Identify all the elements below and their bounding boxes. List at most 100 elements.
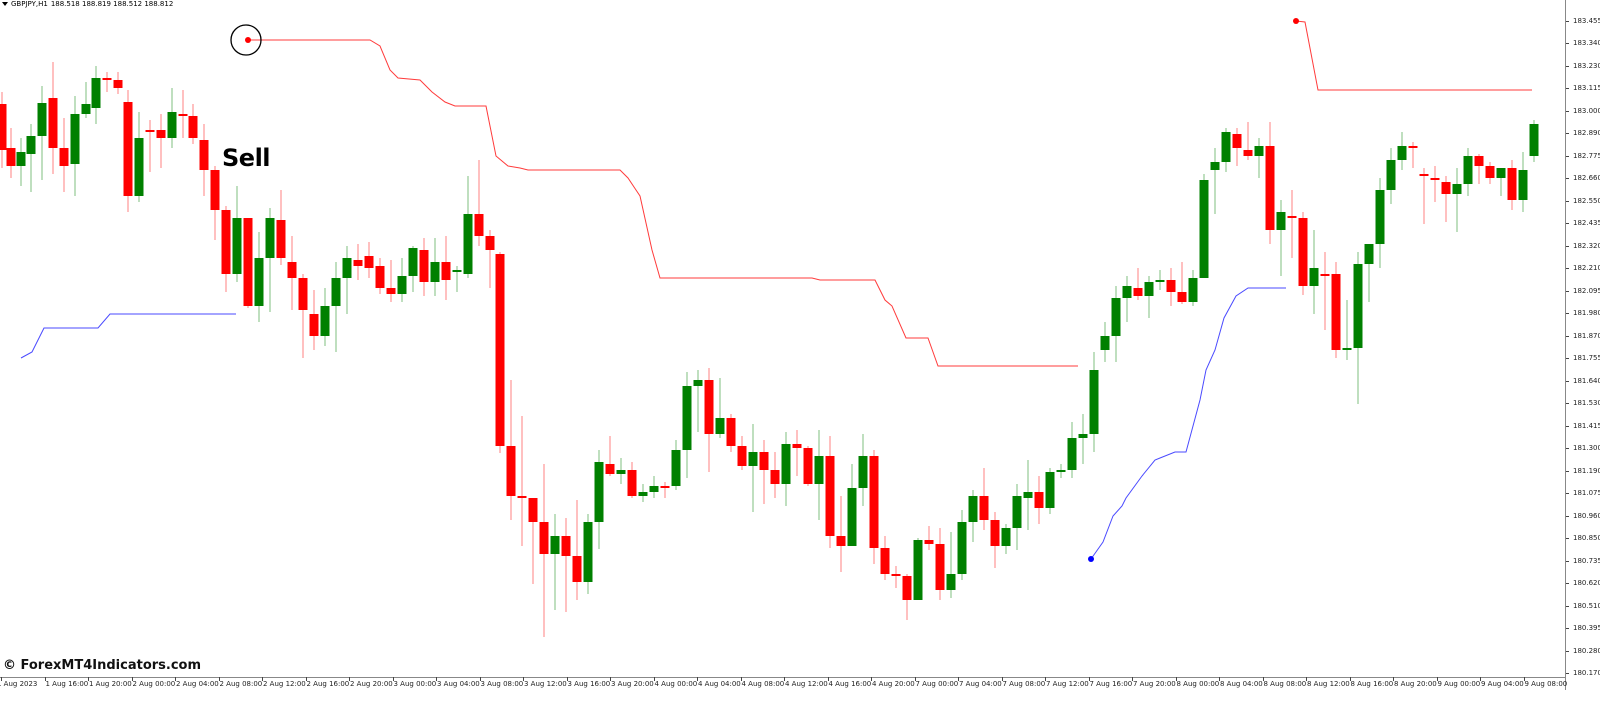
candle [649,476,659,498]
upper-stop-line [248,39,1078,367]
price-tick [1566,403,1569,405]
candle [803,446,813,486]
price-tick [1566,470,1569,472]
price-label: 180.510 [1573,601,1600,610]
price-label: 181.300 [1573,444,1600,453]
candle [1320,252,1330,330]
candle [638,484,648,502]
candle [825,436,835,548]
candle [726,414,736,452]
price-tick [1566,628,1569,630]
candle [572,500,582,600]
candle [210,166,220,240]
watermark: © ForexMT4Indicators.com [3,658,202,673]
lower-stop-line [20,313,236,359]
price-tick [1566,515,1569,517]
price-label: 180.735 [1573,556,1600,565]
highlight-circle-icon [230,24,262,56]
candle [254,232,264,322]
candle [792,430,802,476]
time-tick [349,677,350,681]
dropdown-triangle-icon[interactable] [2,2,8,6]
candle [91,66,101,124]
price-label: 182.210 [1573,264,1600,273]
time-tick [697,677,698,681]
candle [265,208,275,312]
price-axis[interactable]: 183.455 183.340 183.230 183.115 183.000 182.8… [1565,0,1600,690]
candle [1232,128,1242,166]
time-label: 8 Aug 12:00 [1307,680,1350,688]
candle [847,464,857,546]
candle [968,490,978,542]
candle [605,436,615,476]
time-tick [1001,677,1003,681]
price-tick [1566,358,1569,360]
candle [1452,168,1462,232]
candle [81,82,91,118]
time-tick [1262,677,1264,681]
candle [298,274,308,358]
candle [70,96,80,196]
candle [430,238,440,296]
candle [1034,476,1044,524]
price-label: 181.190 [1573,466,1600,475]
candle [48,62,58,174]
price-tick [1566,178,1569,180]
candle [474,160,484,246]
price-tick [1566,448,1569,450]
price-tick [1566,155,1569,157]
candle [957,510,967,580]
candle [1309,230,1319,314]
candle [979,468,989,530]
candle [1276,200,1286,276]
price-tick [1566,223,1569,225]
price-label: 180.170 [1573,669,1600,677]
candle [397,258,407,302]
price-tick [1566,268,1569,270]
candle [880,536,890,580]
candle [485,230,495,288]
price-tick [1566,583,1569,585]
time-label: 2 Aug 20:00 [350,680,393,688]
candle [1298,212,1308,295]
candlesticks [0,62,1539,637]
candle [6,128,16,178]
time-label: 2 Aug 12:00 [263,680,306,688]
candle [715,378,725,438]
price-label: 182.095 [1573,286,1600,295]
candle [1023,460,1033,530]
candle [627,462,637,498]
candle [199,124,209,196]
price-label: 183.230 [1573,61,1600,70]
candle [1166,268,1176,306]
candle [221,206,231,292]
price-label: 183.340 [1573,39,1600,48]
price-label: 183.000 [1573,106,1600,115]
candle [1408,142,1418,168]
price-label: 182.890 [1573,129,1600,138]
chart-area[interactable]: GBPJPY,H1 188.518 188.819 188.512 188.81… [0,0,1565,690]
candle [1078,414,1088,464]
candle [331,262,341,352]
candle [1100,322,1110,362]
price-tick [1566,538,1569,540]
candle [539,464,549,637]
time-tick [1480,677,1481,681]
time-label: 7 Aug 08:00 [1002,680,1046,688]
time-tick [1523,677,1525,681]
candle [737,436,747,470]
candle [1056,464,1066,478]
price-chart-plot[interactable] [0,0,1565,677]
candle [1012,484,1022,550]
time-axis[interactable]: 1 Aug 2023 1 Aug 16:00 1 Aug 20:00 2 Aug 00… [0,677,1567,701]
time-tick [1175,677,1177,681]
candle [156,114,166,168]
price-label: 182.775 [1573,151,1600,160]
candle [990,512,1000,568]
time-tick [1393,677,1394,681]
price-label: 180.960 [1573,511,1600,520]
price-label: 181.075 [1573,489,1600,498]
signal-dot-icon [1088,556,1094,562]
candle [1529,120,1539,162]
price-tick [1566,43,1569,45]
